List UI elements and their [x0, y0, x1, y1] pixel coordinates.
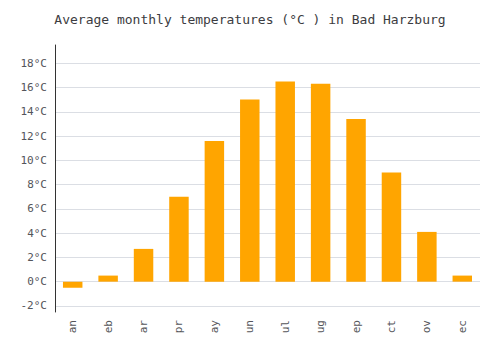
svg-text:8°C: 8°C	[27, 178, 47, 191]
svg-text:0°C: 0°C	[27, 275, 47, 288]
svg-text:an: an	[66, 320, 79, 333]
svg-text:un: un	[243, 320, 256, 333]
svg-text:ar: ar	[137, 320, 150, 334]
svg-text:-2°C: -2°C	[21, 299, 48, 312]
svg-text:ul: ul	[279, 320, 292, 333]
svg-text:10°C: 10°C	[21, 154, 48, 167]
svg-text:pr: pr	[172, 320, 185, 334]
svg-text:ay: ay	[208, 320, 221, 334]
svg-text:ct: ct	[385, 320, 398, 333]
svg-text:eb: eb	[102, 320, 115, 333]
svg-text:18°C: 18°C	[21, 57, 48, 70]
svg-text:2°C: 2°C	[27, 251, 47, 264]
svg-text:6°C: 6°C	[27, 202, 47, 215]
svg-text:14°C: 14°C	[21, 105, 48, 118]
svg-text:12°C: 12°C	[21, 130, 48, 143]
svg-text:Average monthly temperatures (: Average monthly temperatures (°C ) in Ba…	[54, 12, 445, 27]
svg-text:ug: ug	[314, 320, 327, 333]
svg-text:ov: ov	[420, 320, 433, 334]
svg-text:ep: ep	[350, 320, 363, 333]
svg-text:ec: ec	[456, 320, 469, 333]
svg-text:16°C: 16°C	[21, 81, 48, 94]
svg-text:4°C: 4°C	[27, 227, 47, 240]
